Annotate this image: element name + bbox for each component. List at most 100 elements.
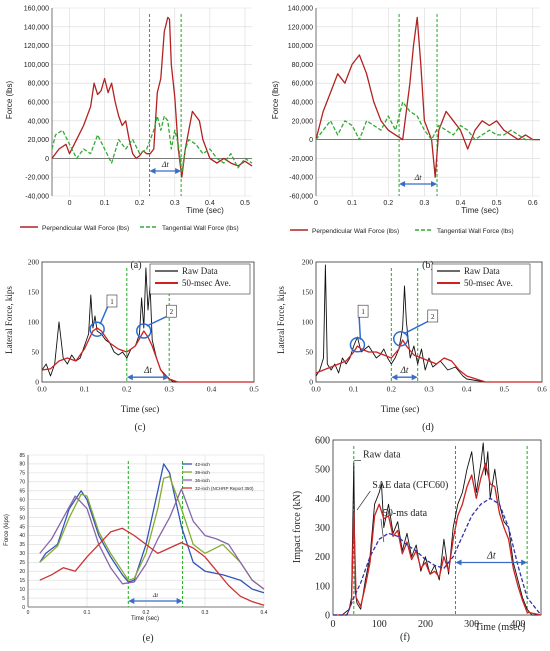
chart-panel-b: -60,000 -40,000 -20,000 0 20,000 40,000 60,000… <box>271 5 540 271</box>
plot-frame <box>332 439 542 616</box>
callout-box <box>106 294 118 308</box>
y-tick-label: 100,000 <box>288 43 313 50</box>
y-tick-label: 120,000 <box>288 24 313 31</box>
callout-arrow <box>403 320 430 335</box>
callout-arrow <box>99 305 109 325</box>
x-tick-label: 0.3 <box>424 385 434 394</box>
x-tick-label: 0.5 <box>500 385 510 394</box>
legend-box <box>431 263 531 295</box>
panel-label: (d) <box>422 422 434 433</box>
x-tick-label: 300 <box>464 619 479 630</box>
x-tick-label: 100 <box>372 619 387 630</box>
x-tick-label: 0.4 <box>456 200 466 207</box>
y-tick-label: 140,000 <box>24 24 49 31</box>
y-tick-label: 400 <box>315 494 330 505</box>
y-tick-label: 500 <box>315 465 330 476</box>
callout-arrow <box>146 315 168 327</box>
y-tick-label: 60,000 <box>292 81 314 88</box>
series-line-1 <box>39 463 265 594</box>
x-tick-label: 200 <box>418 619 433 630</box>
y-tick-label: 50 <box>32 348 40 357</box>
x-tick-label: 0.0 <box>37 385 47 394</box>
y-tick-label: -20,000 <box>25 175 49 182</box>
x-tick-label: 0.3 <box>202 610 209 616</box>
x-tick-label: 0.5 <box>240 200 250 207</box>
y-tick-label: 200 <box>315 552 330 563</box>
x-axis-label: Time (sec) <box>381 404 419 414</box>
x-axis-label: Time (sec) <box>131 616 159 622</box>
x-tick-label: 0.6 <box>537 385 547 394</box>
y-tick-label: 0 <box>22 605 25 611</box>
x-tick-label: 0 <box>27 610 30 616</box>
callout-circle <box>349 337 366 353</box>
series-line-4 <box>39 527 265 606</box>
y-tick-label: 80,000 <box>28 81 50 88</box>
y-tick-label: 50 <box>19 515 25 521</box>
callout-box <box>357 304 369 318</box>
delta-t-arrowhead-left <box>391 374 398 381</box>
y-tick-label: 600 <box>315 436 330 447</box>
y-tick-label: 25 <box>19 560 25 566</box>
delta-t-arrowhead-left <box>455 559 462 566</box>
x-tick-label: 0.4 <box>207 385 217 394</box>
plot-frame <box>41 261 255 383</box>
y-tick-label: -40,000 <box>25 193 49 200</box>
x-tick-label: 0.1 <box>80 385 90 394</box>
panel-label: (b) <box>422 260 434 271</box>
series-line-3 <box>333 497 542 616</box>
y-tick-label: -40,000 <box>289 175 313 182</box>
y-tick-label: 300 <box>315 523 330 534</box>
y-tick-label: 60 <box>19 497 25 503</box>
legend-label: 36-inch <box>195 478 210 483</box>
callout-circle <box>89 321 105 337</box>
y-tick-label: 0 <box>309 137 313 144</box>
delta-t-label: Δt <box>143 365 152 375</box>
callout-label: 2 <box>431 313 435 321</box>
legend-box <box>149 263 251 295</box>
y-tick-label: 0 <box>325 611 330 622</box>
y-tick-label: 40,000 <box>292 99 314 106</box>
x-tick-label: 0.6 <box>528 200 538 207</box>
delta-t-arrowhead-left <box>128 598 135 604</box>
y-tick-label: 30 <box>19 551 25 557</box>
y-axis-label: Force (kips) <box>4 514 10 546</box>
y-tick-label: 100,000 <box>24 62 49 69</box>
series-line-2 <box>51 115 253 174</box>
series-line-3 <box>39 488 265 590</box>
y-tick-label: 0 <box>35 378 39 387</box>
annotation-text: Raw data <box>363 450 401 461</box>
y-tick-label: 45 <box>19 524 25 530</box>
panel-label: (a) <box>130 260 141 271</box>
y-tick-label: 150 <box>28 288 40 297</box>
y-tick-label: 160,000 <box>24 5 49 12</box>
y-axis-label: Lateral Force, kips <box>4 286 14 354</box>
x-tick-label: 0.5 <box>249 385 259 394</box>
delta-t-arrowhead-right <box>431 181 438 187</box>
y-tick-label: 20,000 <box>292 118 314 125</box>
y-tick-label: 40,000 <box>28 118 50 125</box>
y-axis-label: Force (lbs) <box>5 81 14 120</box>
y-axis-label: Impact force (kN) <box>292 491 303 563</box>
series-line-1 <box>315 264 542 383</box>
delta-t-arrowhead-right <box>163 374 170 381</box>
y-tick-label: 100 <box>315 581 330 592</box>
x-tick-label: 0.2 <box>122 385 132 394</box>
chart-panel-a: -40,000 -20,000 0 20,000 40,000 60,000 80,000 1… <box>5 5 253 271</box>
y-tick-label: 100 <box>302 318 314 327</box>
chart-panel-e: 0 5 10 15 20 25 30 35 40 45 50 55 60 65 70 75 80 85 0 0.1 0.… <box>4 453 268 644</box>
y-tick-label: -20,000 <box>289 156 313 163</box>
legend-label: Tangential Wall Force (lbs) <box>162 225 239 232</box>
y-tick-label: 50 <box>306 348 314 357</box>
y-tick-label: 40 <box>19 533 25 539</box>
x-tick-label: 0 <box>68 200 72 207</box>
y-tick-label: 15 <box>19 578 25 584</box>
chart-panel-d: 0 50 100 150 200 0.0 0.1 0.2 0.3 0.4 0.5 0.6 Time (s… <box>276 258 547 433</box>
x-tick-label: 0.1 <box>347 200 357 207</box>
delta-t-label: Δt <box>486 551 496 562</box>
y-tick-label: 70 <box>19 480 25 486</box>
delta-t-arrowhead-left <box>399 181 406 187</box>
callout-label: 1 <box>110 298 114 306</box>
y-tick-label: 60,000 <box>28 99 50 106</box>
x-tick-label: 0.3 <box>165 385 175 394</box>
y-tick-label: 80 <box>19 462 25 468</box>
